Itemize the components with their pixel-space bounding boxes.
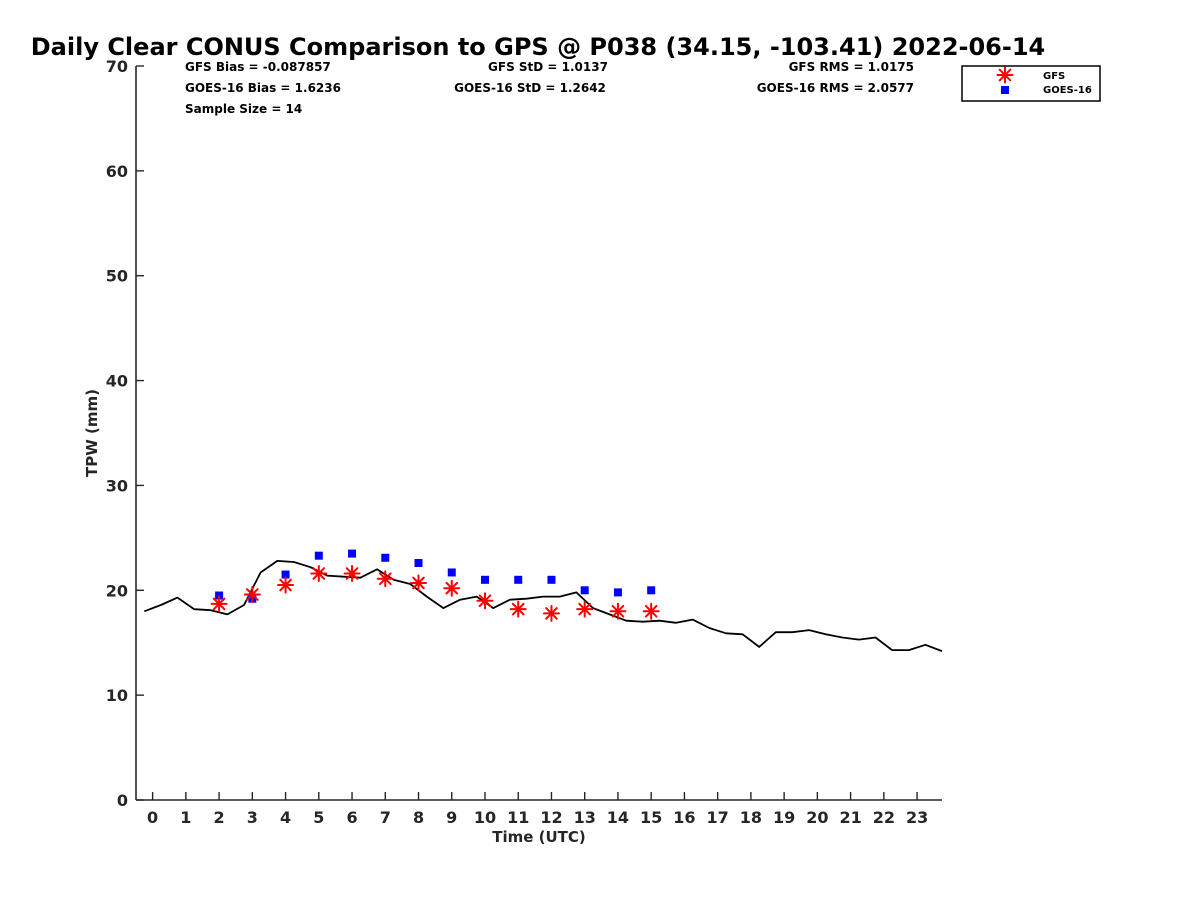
x-tick-label: 2 xyxy=(214,808,225,827)
x-tick-label: 20 xyxy=(806,808,828,827)
asterisk-stroke xyxy=(545,607,558,620)
goes-point xyxy=(647,586,656,595)
x-tick-label: 0 xyxy=(147,808,158,827)
x-tick-label: 5 xyxy=(313,808,324,827)
x-tick-label: 4 xyxy=(280,808,291,827)
y-tick-label: 30 xyxy=(106,476,128,495)
asterisk-stroke xyxy=(212,597,226,611)
x-tick-label: 11 xyxy=(507,808,529,827)
y-tick-label: 50 xyxy=(106,267,128,286)
legend-gfs-label: GFS xyxy=(1043,71,1065,82)
y-tick-label: 70 xyxy=(106,57,128,76)
asterisk-stroke xyxy=(378,572,392,586)
gfs-point xyxy=(576,600,594,618)
goes-rms-text: GOES-16 RMS = 2.0577 xyxy=(757,81,914,95)
y-axis: 0 10 20 30 40 50 60 70 xyxy=(106,57,144,810)
x-tick-label: 15 xyxy=(640,808,662,827)
gfs-point xyxy=(476,592,494,610)
asterisk-stroke xyxy=(246,588,259,601)
goes-point xyxy=(281,570,290,579)
x-tick-label: 7 xyxy=(380,808,391,827)
asterisk-stroke xyxy=(412,576,425,590)
gfs-series xyxy=(210,565,660,622)
x-tick-label: 9 xyxy=(446,808,457,827)
gfs-point xyxy=(243,585,261,603)
legend-goes-label: GOES-16 xyxy=(1043,85,1092,96)
gfs-point xyxy=(410,574,428,592)
x-tick-label: 21 xyxy=(839,808,861,827)
y-tick-label: 0 xyxy=(117,791,128,810)
x-tick-label: 16 xyxy=(673,808,695,827)
x-tick-label: 8 xyxy=(413,808,424,827)
legend-goes-marker xyxy=(1001,86,1009,94)
x-tick-label: 17 xyxy=(707,808,729,827)
gfs-point xyxy=(210,595,228,613)
y-tick-label: 20 xyxy=(106,581,128,600)
x-tick-label: 18 xyxy=(740,808,762,827)
y-tick-label: 10 xyxy=(106,686,128,705)
x-axis: 0 1 2 3 4 5 6 7 8 9 10 11 12 13 14 15 16 17 18 19 20 21 22 23 xyxy=(136,792,942,827)
gfs-point xyxy=(277,576,295,594)
x-tick-label: 23 xyxy=(906,808,928,827)
gfs-point xyxy=(343,565,361,583)
gfs-rms-text: GFS RMS = 1.0175 xyxy=(789,60,914,74)
sample-size-text: Sample Size = 14 xyxy=(185,102,302,116)
chart-title: Daily Clear CONUS Comparison to GPS @ P0… xyxy=(31,33,1045,61)
x-tick-label: 3 xyxy=(247,808,258,827)
gfs-point xyxy=(443,579,461,597)
goes-point xyxy=(514,575,523,584)
x-tick-label: 19 xyxy=(773,808,795,827)
gps-series xyxy=(143,560,943,652)
goes-point xyxy=(381,553,390,562)
x-tick-label: 6 xyxy=(346,808,357,827)
legend-gfs-asterisk xyxy=(996,66,1014,84)
gfs-point xyxy=(609,602,627,620)
x-tick-label: 22 xyxy=(873,808,895,827)
x-tick-label: 12 xyxy=(540,808,562,827)
goes-point xyxy=(447,568,456,577)
y-tick-label: 60 xyxy=(106,162,128,181)
asterisk-stroke xyxy=(312,567,326,580)
legend: GFS GOES-16 xyxy=(961,65,1101,102)
goes-point xyxy=(414,559,423,568)
gfs-point xyxy=(542,604,560,622)
gfs-bias-text: GFS Bias = -0.087857 xyxy=(185,60,331,74)
asterisk-stroke xyxy=(998,68,1012,82)
gfs-std-text: GFS StD = 1.0137 xyxy=(488,60,608,74)
goes-point xyxy=(547,575,556,584)
asterisk-stroke xyxy=(611,604,625,618)
gfs-point xyxy=(642,602,660,620)
gps-line xyxy=(143,560,943,652)
asterisk-stroke xyxy=(445,581,459,595)
goes-point xyxy=(480,575,489,584)
y-tick-label: 40 xyxy=(106,372,128,391)
x-axis-label: Time (UTC) xyxy=(492,828,586,846)
goes-point xyxy=(314,551,323,560)
legend-box xyxy=(961,65,1101,102)
gfs-point xyxy=(509,600,527,618)
asterisk-stroke xyxy=(478,594,492,608)
gfs-point xyxy=(310,565,328,583)
x-tick-label: 1 xyxy=(180,808,191,827)
asterisk-stroke xyxy=(578,602,592,616)
asterisk-stroke xyxy=(279,578,292,592)
y-axis-label: TPW (mm) xyxy=(83,389,101,477)
goes-std-text: GOES-16 StD = 1.2642 xyxy=(454,81,606,95)
goes-series xyxy=(215,549,656,603)
legend-gfs-marker xyxy=(996,66,1014,84)
asterisk-stroke xyxy=(345,567,359,580)
asterisk-stroke xyxy=(644,604,658,618)
gfs-point xyxy=(376,570,394,588)
x-tick-label: 10 xyxy=(474,808,496,827)
goes-point xyxy=(613,588,622,597)
goes-point xyxy=(348,549,357,558)
asterisk-stroke xyxy=(511,602,525,616)
goes-point xyxy=(580,586,589,595)
goes-bias-text: GOES-16 Bias = 1.6236 xyxy=(185,81,341,95)
x-tick-label: 13 xyxy=(574,808,596,827)
x-tick-label: 14 xyxy=(607,808,629,827)
stats-block: GFS Bias = -0.087857 GOES-16 Bias = 1.62… xyxy=(185,60,914,116)
